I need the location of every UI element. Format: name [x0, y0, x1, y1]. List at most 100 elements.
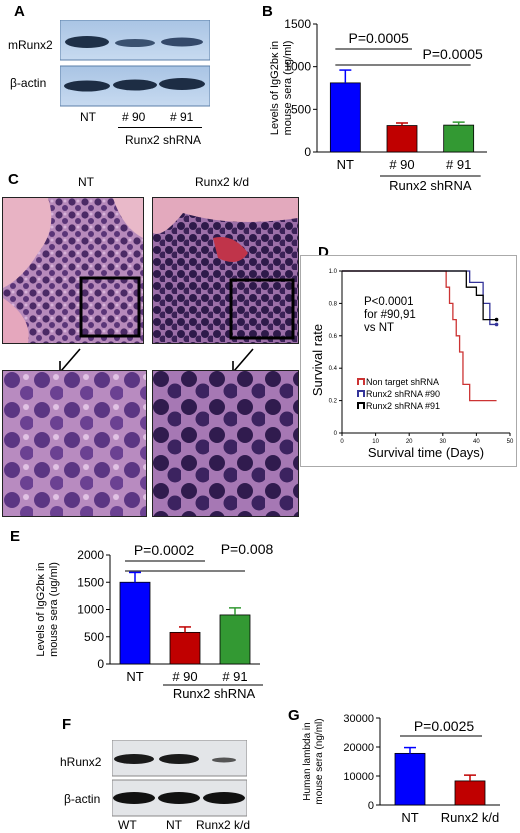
- chart-b-ylabel-line: Levels of IgG2bκ in: [269, 41, 281, 135]
- chart-d-series-line: [342, 270, 497, 321]
- chart-e-ytick-label: 0: [97, 657, 104, 671]
- chart-d-xtick-label: 20: [406, 439, 413, 445]
- zoom-box-nt: [79, 276, 141, 338]
- chart-b-category-label: # 90: [389, 157, 414, 172]
- chart-d-xtick-label: 30: [439, 439, 446, 445]
- blot-a-group-label: Runx2 shRNA: [125, 133, 202, 147]
- chart-e-bar: [219, 614, 251, 665]
- chart-g-ytick-label: 0: [368, 800, 374, 812]
- histology-kd-zoom: [152, 370, 299, 517]
- chart-d-xtick-label: 40: [473, 439, 480, 445]
- band-f2-kd: [203, 792, 245, 804]
- chart-g-ytick-label: 20000: [343, 742, 374, 754]
- chart-d-series-line: [342, 270, 497, 402]
- blot-f-row-label-1: hRunx2: [60, 755, 102, 769]
- band-f2-nt: [158, 792, 200, 804]
- chart-g-bar: [454, 780, 486, 806]
- chart-d-legend-label: Non target shRNA: [366, 377, 439, 387]
- chart-d-ylabel: Survival rate: [310, 324, 325, 396]
- blot-f-lane-2: NT: [166, 818, 182, 832]
- chart-d-legend-swatch: [357, 402, 365, 409]
- chart-e-ytick-label: 1500: [77, 575, 104, 589]
- zoom-box-kd: [229, 278, 295, 340]
- blot-a-image: [60, 20, 210, 107]
- chart-d-legend-label: Runx2 shRNA #90: [366, 389, 440, 399]
- chart-g-category-label: NT: [401, 810, 418, 825]
- band-a1-91: [161, 37, 203, 47]
- chart-e-ytick-label: 500: [84, 630, 104, 644]
- blot-a-row-label-1: mRunx2: [8, 38, 53, 52]
- chart-e-category-label: # 90: [172, 669, 197, 684]
- chart-d-xtick-label: 0: [340, 439, 344, 445]
- chart-d-legend-swatch: [357, 390, 365, 397]
- blot-a-group-line: [118, 127, 202, 128]
- chart-e-category-label: NT: [126, 669, 143, 684]
- panel-label-e: E: [10, 528, 21, 545]
- band-a2-90: [113, 79, 157, 91]
- band-f2-wt: [113, 792, 155, 804]
- chart-b-group-label: Runx2 shRNA: [389, 178, 472, 193]
- band-f1-nt: [159, 754, 199, 764]
- chart-e-category-label: # 91: [222, 669, 247, 684]
- chart-d-frame: [300, 255, 517, 467]
- chart-d-ytick-label: 1.0: [329, 269, 338, 275]
- blot-f-lane-1: WT: [118, 818, 137, 832]
- band-a1-90: [115, 39, 155, 47]
- chart-e-ytick-label: 2000: [77, 548, 104, 562]
- chart-e-bar: [169, 631, 201, 665]
- histology-kd-overview: [152, 197, 299, 344]
- chart-e: Levels of IgG2bκ in mouse sera (ug/ml) 0 50…: [35, 541, 274, 701]
- band-a2-91: [159, 78, 205, 90]
- chart-b-pvalue-1: P=0.0005: [348, 30, 409, 46]
- chart-e-ylabel-line: mouse sera (ug/ml): [48, 562, 60, 657]
- chart-g-ylabel-line: mouse sera (ng/ml): [314, 718, 325, 804]
- chart-b-ytick-label: 1000: [284, 60, 311, 74]
- band-f1-wt: [114, 754, 154, 764]
- chart-e-pvalue-1: P=0.0002: [134, 542, 195, 558]
- chart-g-pvalue: P=0.0025: [414, 718, 475, 734]
- blot-f-lane-3: Runx2 k/d: [196, 818, 251, 832]
- chart-d-pvalue-line: for #90,91: [364, 309, 416, 321]
- chart-d-pvalue-line: P<0.0001: [364, 296, 414, 308]
- histology-nt-overview: [2, 197, 144, 344]
- band-f1-kd: [212, 757, 236, 763]
- chart-b-ylabel-line: mouse sera (ug/ml): [282, 41, 294, 136]
- histology-col-label-kd: Runx2 k/d: [195, 175, 250, 189]
- chart-d-censor-point: [494, 317, 499, 322]
- chart-d-legend-label: Runx2 shRNA #91: [366, 401, 440, 411]
- panel-label-f: F: [62, 716, 72, 733]
- chart-d-legend-swatch: [357, 378, 365, 385]
- chart-e-group-label: Runx2 shRNA: [173, 686, 256, 701]
- chart-d-ytick-label: 0.2: [329, 399, 338, 405]
- chart-d-xtick-label: 10: [372, 439, 379, 445]
- blot-a-lane-1: NT: [80, 110, 96, 124]
- chart-g-ytick-label: 30000: [343, 713, 374, 725]
- blot-a-lane-3: # 91: [170, 110, 194, 124]
- chart-b-category-label: NT: [337, 157, 354, 172]
- chart-b-bar: [329, 82, 361, 153]
- panel-label-b: B: [262, 3, 273, 20]
- chart-g-category-label: Runx2 k/d: [441, 810, 500, 825]
- chart-b-bar: [386, 125, 418, 153]
- chart-b-category-label: # 91: [446, 157, 471, 172]
- chart-d-pvalue-line: vs NT: [364, 322, 394, 334]
- chart-e-pvalue-2: P=0.008: [221, 541, 274, 557]
- chart-e-ytick-label: 1000: [77, 603, 104, 617]
- blot-f-image: [112, 740, 247, 817]
- histology-nt-zoom: [2, 370, 147, 517]
- band-a2-nt: [64, 80, 110, 92]
- chart-g-bar: [394, 752, 426, 806]
- chart-e-bar: [119, 581, 151, 665]
- panel-label-g: G: [288, 707, 300, 724]
- chart-g: Human lambda in mouse sera (ng/ml) 0 10000 2…: [302, 713, 500, 825]
- chart-d-xlabel: Survival time (Days): [368, 445, 484, 460]
- panel-label-a: A: [14, 3, 25, 20]
- blot-a-lane-2: # 90: [122, 110, 146, 124]
- chart-b: Levels of IgG2bκ in mouse sera (ug/ml) 0 50…: [269, 17, 487, 193]
- chart-d-xtick-label: 50: [507, 439, 514, 445]
- chart-g-ylabel-line: Human lambda in: [302, 722, 313, 800]
- panel-label-d: D: [318, 244, 329, 261]
- chart-e-ylabel-line: Levels of IgG2bκ in: [35, 562, 47, 656]
- chart-b-pvalue-2: P=0.0005: [422, 46, 483, 62]
- band-a1-nt: [65, 36, 109, 48]
